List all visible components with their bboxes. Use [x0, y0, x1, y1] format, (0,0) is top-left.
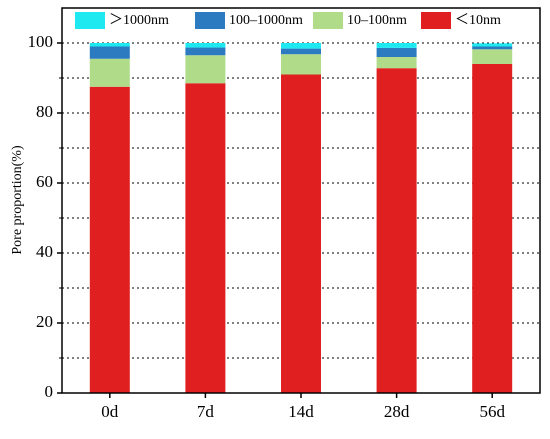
legend-label: ＞1000nm — [109, 13, 169, 28]
bar-segment — [472, 43, 513, 47]
bar-segment — [281, 74, 321, 393]
x-tick-label: 14d — [288, 402, 314, 421]
x-tick-label: 0d — [101, 402, 119, 421]
y-tick-label: 0 — [45, 382, 54, 401]
legend-label: 100–1000nm — [229, 13, 303, 28]
x-tick-label: 28d — [384, 402, 410, 421]
legend-swatch — [75, 12, 105, 29]
bar-segment — [472, 49, 513, 64]
plot-frame — [61, 7, 541, 394]
bar-segment — [89, 58, 130, 87]
bar-segment — [89, 46, 130, 59]
bar-segment — [281, 48, 321, 55]
bar-segment — [89, 43, 130, 47]
bar-segment — [376, 68, 417, 393]
y-tick-label: 60 — [36, 172, 53, 191]
bar-segment — [89, 86, 130, 393]
legend-swatch — [195, 12, 225, 29]
y-tick-label: 100 — [28, 32, 54, 51]
x-tick-label: 7d — [197, 402, 215, 421]
bar-segment — [281, 43, 321, 49]
legend-swatch — [421, 12, 451, 29]
bar-segment — [376, 43, 417, 48]
x-tick-label: 56d — [479, 402, 505, 421]
bar-segment — [376, 47, 417, 57]
legend-label: 10–100nm — [347, 13, 407, 28]
bar-segment — [472, 46, 513, 50]
bar-segment — [185, 55, 226, 84]
bar-segment — [185, 43, 226, 48]
legend-swatch — [313, 12, 343, 29]
bar-segment — [376, 57, 417, 69]
bar-segment — [185, 83, 226, 393]
bar-segment — [472, 64, 513, 393]
y-tick-label: 40 — [36, 242, 53, 261]
legend-label: ＜10nm — [455, 13, 501, 28]
y-tick-label: 80 — [36, 102, 53, 121]
bar-segment — [185, 47, 226, 56]
y-axis-label: Pore proportion(%) — [10, 145, 25, 255]
y-tick-label: 20 — [36, 312, 53, 331]
bar-segment — [281, 54, 321, 75]
